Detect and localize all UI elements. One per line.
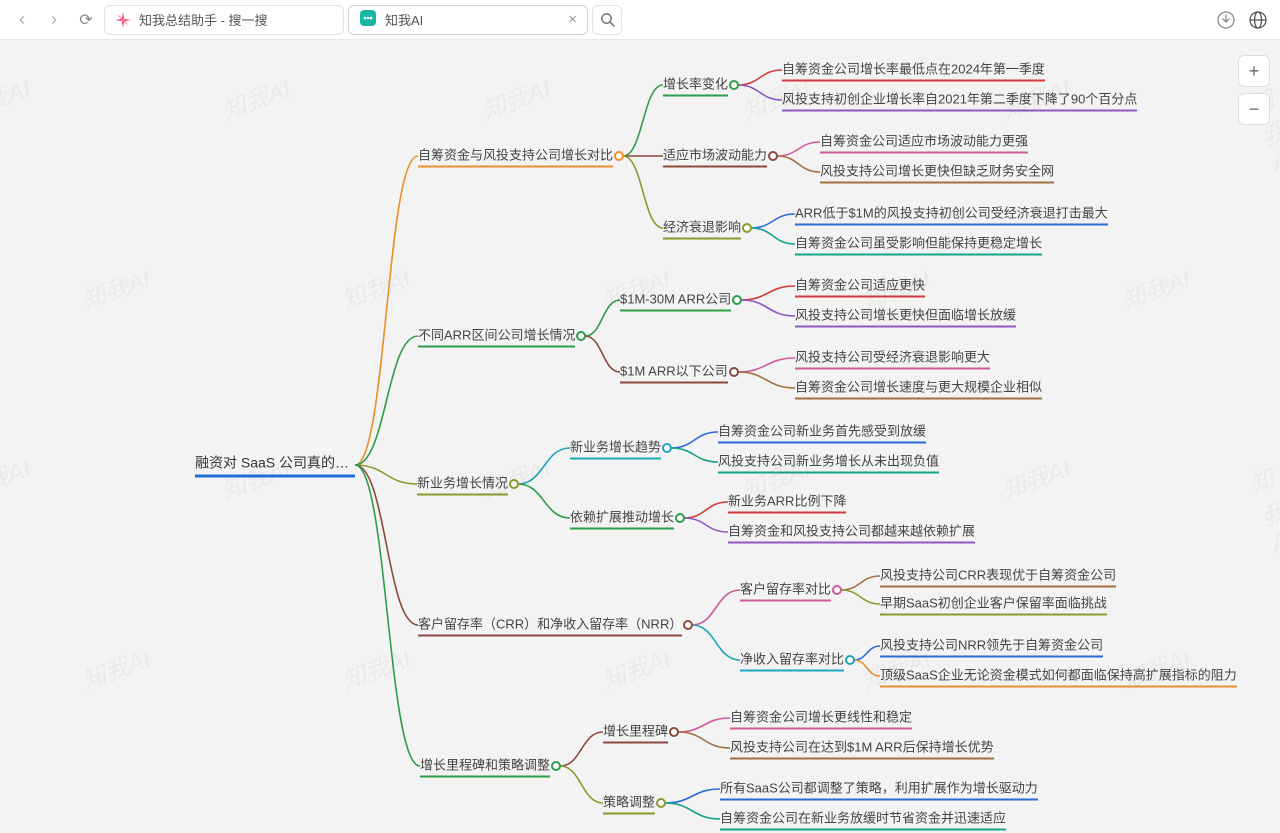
chat-icon xyxy=(359,9,377,30)
mindmap-node[interactable]: 风投支持公司CRR表现优于自筹资金公司 xyxy=(880,565,1116,588)
mindmap-node[interactable]: 净收入留存率对比 xyxy=(740,649,844,672)
mindmap-node[interactable]: 增长率变化 xyxy=(663,74,728,97)
mindmap-node[interactable]: 客户留存率对比 xyxy=(740,579,831,602)
mindmap-node[interactable]: 所有SaaS公司都调整了策略，利用扩展作为增长驱动力 xyxy=(720,778,1038,801)
mindmap-root[interactable]: 融资对 SaaS 公司真的有帮... xyxy=(195,453,355,478)
mindmap-node[interactable]: 自筹资金公司增长率最低点在2024年第一季度 xyxy=(782,59,1045,82)
branch-dot xyxy=(576,331,586,341)
mindmap-node[interactable]: ARR低于$1M的风投支持初创公司受经济衰退打击最大 xyxy=(795,203,1108,226)
branch-dot xyxy=(729,80,739,90)
branch-dot xyxy=(742,223,752,233)
tab-ai[interactable]: 知我AI × xyxy=(348,5,588,35)
mindmap-node[interactable]: 自筹资金和风投支持公司都越来越依赖扩展 xyxy=(728,521,975,544)
mindmap-node[interactable]: 增长里程碑和策略调整 xyxy=(420,755,550,778)
zoom-out-button[interactable]: − xyxy=(1238,93,1270,125)
branch-dot xyxy=(551,761,561,771)
branch-dot xyxy=(675,513,685,523)
globe-button[interactable] xyxy=(1244,6,1272,34)
mindmap-node[interactable]: 自筹资金公司新业务首先感受到放缓 xyxy=(718,421,926,444)
mindmap-node[interactable]: 早期SaaS初创企业客户保留率面临挑战 xyxy=(880,593,1107,616)
mindmap-node[interactable]: 顶级SaaS企业无论资金模式如何都面临保持高扩展指标的阻力 xyxy=(880,665,1237,688)
branch-dot xyxy=(662,443,672,453)
mindmap-node[interactable]: 新业务ARR比例下降 xyxy=(728,491,846,514)
mindmap-node[interactable]: $1M ARR以下公司 xyxy=(620,361,728,384)
search-button[interactable] xyxy=(592,5,622,35)
tab-summary[interactable]: 知我总结助手 - 搜一搜 xyxy=(104,5,344,35)
mindmap-canvas[interactable]: 融资对 SaaS 公司真的有帮...自筹资金与风投支持公司增长对比增长率变化自筹… xyxy=(0,40,1280,833)
download-icon xyxy=(1217,11,1235,29)
mindmap-node[interactable]: 自筹资金公司适应市场波动能力更强 xyxy=(820,131,1028,154)
mindmap-node[interactable]: 客户留存率（CRR）和净收入留存率（NRR） xyxy=(418,614,682,637)
mindmap-node[interactable]: 自筹资金公司在新业务放缓时节省资金并迅速适应 xyxy=(720,808,1006,831)
branch-dot xyxy=(832,585,842,595)
branch-dot xyxy=(768,151,778,161)
mindmap-node[interactable]: 自筹资金与风投支持公司增长对比 xyxy=(418,145,613,168)
branch-dot xyxy=(845,655,855,665)
search-icon xyxy=(600,12,615,27)
mindmap-node[interactable]: 适应市场波动能力 xyxy=(663,145,767,168)
mindmap-node[interactable]: 自筹资金公司增长速度与更大规模企业相似 xyxy=(795,377,1042,400)
mindmap-node[interactable]: 风投支持公司增长更快但面临增长放缓 xyxy=(795,305,1016,328)
mindmap-node[interactable]: 不同ARR区间公司增长情况 xyxy=(418,325,575,348)
branch-dot xyxy=(656,798,666,808)
zoom-controls: + − xyxy=(1238,55,1270,125)
branch-dot xyxy=(669,727,679,737)
tab-label: 知我总结助手 - 搜一搜 xyxy=(139,10,268,29)
mindmap-node[interactable]: 风投支持公司增长更快但缺乏财务安全网 xyxy=(820,161,1054,184)
mindmap-node[interactable]: 风投支持初创企业增长率自2021年第二季度下降了90个百分点 xyxy=(782,89,1137,112)
mindmap-node[interactable]: 风投支持公司在达到$1M ARR后保持增长优势 xyxy=(730,737,994,760)
mindmap-node[interactable]: 自筹资金公司虽受影响但能保持更稳定增长 xyxy=(795,233,1042,256)
back-button[interactable]: ‹ xyxy=(8,6,36,34)
branch-dot xyxy=(509,479,519,489)
top-nav: ‹ › ⟳ 知我总结助手 - 搜一搜 知我AI × xyxy=(0,0,1280,40)
tab-label: 知我AI xyxy=(385,10,423,29)
star-icon xyxy=(115,12,131,28)
mindmap-node[interactable]: 依赖扩展推动增长 xyxy=(570,507,674,530)
mindmap-node[interactable]: 自筹资金公司适应更快 xyxy=(795,275,925,298)
close-icon[interactable]: × xyxy=(568,11,577,28)
mindmap-node[interactable]: 新业务增长趋势 xyxy=(570,437,661,460)
branch-dot xyxy=(614,151,624,161)
mindmap-node[interactable]: 风投支持公司受经济衰退影响更大 xyxy=(795,347,990,370)
branch-dot xyxy=(729,367,739,377)
mindmap-node[interactable]: 风投支持公司NRR领先于自筹资金公司 xyxy=(880,635,1103,658)
branch-dot xyxy=(732,295,742,305)
zoom-in-button[interactable]: + xyxy=(1238,55,1270,87)
mindmap-node[interactable]: 策略调整 xyxy=(603,792,655,815)
globe-icon xyxy=(1249,11,1267,29)
branch-dot xyxy=(683,620,693,630)
mindmap-node[interactable]: 新业务增长情况 xyxy=(417,473,508,496)
reload-button[interactable]: ⟳ xyxy=(72,6,100,34)
mindmap-node[interactable]: $1M-30M ARR公司 xyxy=(620,289,731,312)
forward-button[interactable]: › xyxy=(40,6,68,34)
mindmap-node[interactable]: 风投支持公司新业务增长从未出现负值 xyxy=(718,451,939,474)
mindmap-node[interactable]: 经济衰退影响 xyxy=(663,217,741,240)
mindmap-node[interactable]: 自筹资金公司增长更线性和稳定 xyxy=(730,707,912,730)
download-button[interactable] xyxy=(1212,6,1240,34)
mindmap-node[interactable]: 增长里程碑 xyxy=(603,721,668,744)
